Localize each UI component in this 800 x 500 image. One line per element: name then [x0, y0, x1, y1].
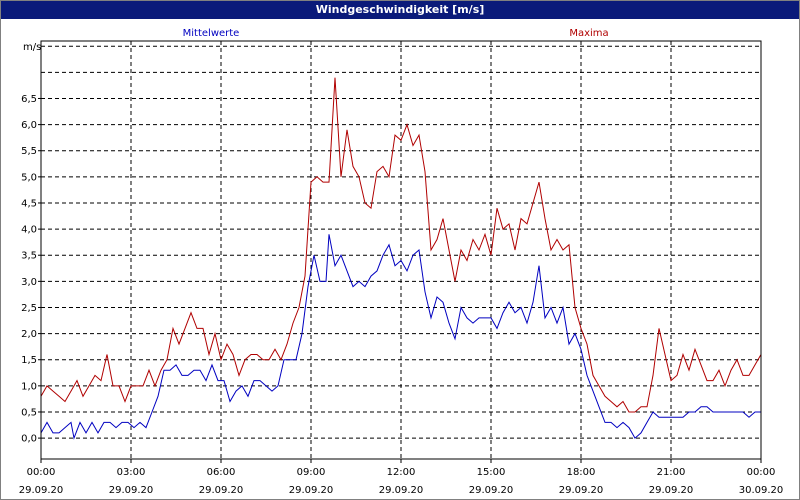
y-tick-label: 6,5 — [21, 94, 37, 105]
y-tick-label: 1,5 — [21, 355, 37, 366]
x-tick-date: 30.09.20 — [739, 485, 784, 496]
y-tick-label: 3,5 — [21, 251, 37, 262]
x-tick-time: 12:00 — [387, 467, 416, 478]
x-tick-date: 29.09.20 — [559, 485, 604, 496]
y-tick-label: 5,5 — [21, 146, 37, 157]
series-line-mittelwerte — [40, 234, 761, 440]
y-tick-label: 1,0 — [21, 381, 37, 392]
x-tick-time: 00:00 — [27, 467, 56, 478]
x-tick-time: 15:00 — [477, 467, 506, 478]
y-tick-label: 5,0 — [21, 172, 37, 183]
x-tick-time: 00:00 — [747, 467, 776, 478]
wind-speed-chart: m/s Mittelwerte Maxima 0,0 0,5 1,0 1,5 2,0 2,… — [19, 28, 784, 496]
legend-maxima: Maxima — [569, 28, 608, 39]
y-tick-label: 2,0 — [21, 329, 37, 340]
x-tick-date: 29.09.20 — [19, 485, 64, 496]
x-tick-date: 29.09.20 — [469, 485, 514, 496]
series-line-maxima — [40, 77, 762, 413]
plot-frame — [40, 40, 762, 460]
chart-title: Windgeschwindigkeit [m/s] — [1, 1, 799, 19]
x-tick-time: 03:00 — [117, 467, 146, 478]
x-tick-date: 29.09.20 — [199, 485, 244, 496]
y-tick-label: 2,5 — [21, 303, 37, 314]
x-tick-time: 09:00 — [297, 467, 326, 478]
x-tick-date: 29.09.20 — [109, 485, 154, 496]
x-tick-date: 29.09.20 — [649, 485, 694, 496]
x-tick-date: 29.09.20 — [379, 485, 424, 496]
grid-lines — [41, 41, 761, 459]
x-axis-ticks: 00:00 29.09.20 03:00 29.09.20 06:00 29.09.20 0… — [19, 459, 784, 496]
y-tick-label: 0,5 — [21, 407, 37, 418]
y-tick-label: 3,0 — [21, 277, 37, 288]
x-tick-time: 21:00 — [657, 467, 686, 478]
x-tick-date: 29.09.20 — [289, 485, 334, 496]
y-tick-label: 4,5 — [21, 198, 37, 209]
y-axis-ticks: 0,0 0,5 1,0 1,5 2,0 2,5 3,0 3,5 4,0 4,5 5,0 5,5 6,0 6… — [21, 94, 41, 445]
series-lines — [40, 77, 762, 440]
y-tick-label: 4,0 — [21, 225, 37, 236]
x-tick-time: 06:00 — [207, 467, 236, 478]
y-tick-label: 6,0 — [21, 120, 37, 131]
x-tick-time: 18:00 — [567, 467, 596, 478]
y-axis-label: m/s — [23, 42, 41, 53]
legend-mittelwerte: Mittelwerte — [183, 28, 240, 39]
y-tick-label: 0,0 — [21, 434, 37, 445]
